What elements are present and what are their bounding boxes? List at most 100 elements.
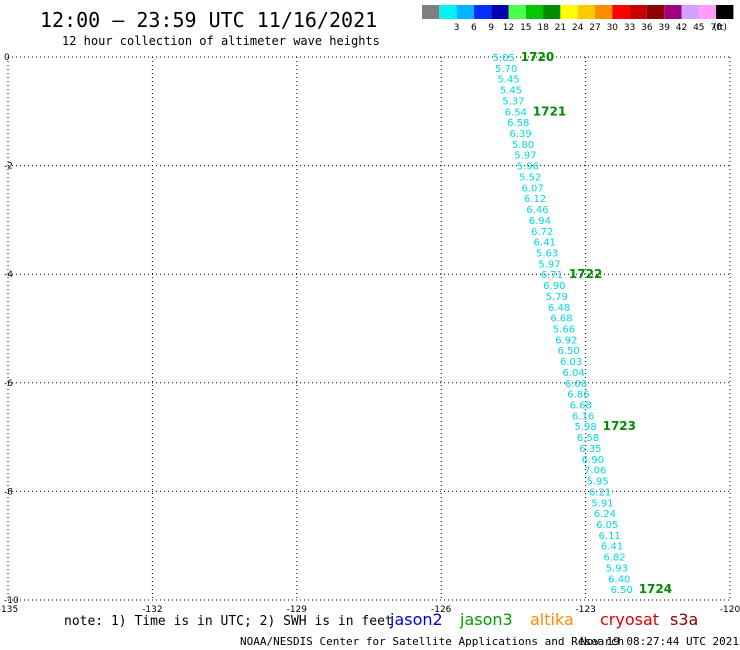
swh-point-label: 6.54: [505, 107, 527, 118]
swh-point-label: 6.72: [531, 227, 553, 238]
satellite-jason3: jason3: [459, 610, 513, 629]
legend-label: 21: [555, 23, 566, 33]
swh-point-label: 6.03: [560, 357, 582, 368]
swh-point-label: 5.79: [546, 292, 568, 303]
y-tick-label: -10: [4, 596, 19, 606]
legend-label: 27: [589, 23, 600, 33]
swh-observations: 5.055.705.455.455.376.546.586.395.805.97…: [493, 50, 672, 596]
legend-swatch: [629, 5, 647, 19]
swh-point-label: 6.94: [529, 216, 551, 227]
x-tick-label: -129: [287, 605, 308, 615]
swh-point-label: 6.82: [603, 553, 625, 564]
legend-swatch: [681, 5, 699, 19]
swh-point-label: 6.04: [562, 368, 584, 379]
chart-title: 12:00 – 23:59 UTC 11/16/2021: [40, 8, 377, 32]
swh-point-label: 6.21: [589, 487, 611, 498]
swh-point-label: 5.70: [495, 64, 517, 75]
swh-point-label: 6.48: [548, 303, 570, 314]
swh-point-label: 5.63: [536, 248, 558, 259]
time-label: 1724: [639, 582, 672, 596]
swh-point-label: 5.93: [606, 563, 628, 574]
lat-lon-grid: [7, 56, 731, 601]
swh-point-label: 5.80: [512, 140, 534, 151]
swh-point-label: 6.50: [558, 346, 580, 357]
time-label: 1721: [533, 104, 566, 118]
legend-swatch: [612, 5, 630, 19]
legend-label: 30: [607, 23, 619, 33]
satellite-jason2: jason2: [389, 610, 443, 629]
legend-label: 45: [693, 23, 704, 33]
x-tick-label: -120: [720, 605, 740, 615]
legend-swatch: [560, 5, 578, 19]
legend-swatch: [508, 5, 526, 19]
legend-label: 42: [676, 23, 687, 33]
swh-point-label: 6.46: [526, 205, 548, 216]
legend-label: 9: [488, 23, 494, 33]
swh-point-label: 6.39: [509, 129, 531, 140]
swh-point-label: 6.08: [565, 379, 587, 390]
legend-swatch: [473, 5, 492, 19]
time-label: 1722: [569, 267, 602, 281]
swh-point-label: 5.98: [574, 422, 596, 433]
swh-point-label: 6.35: [579, 444, 601, 455]
swh-point-label: 6.12: [524, 194, 546, 205]
swh-point-label: 6.68: [550, 314, 572, 325]
swh-point-label: 6.71: [541, 270, 563, 281]
x-tick-label: -126: [431, 605, 452, 615]
y-tick-label: -8: [4, 487, 13, 497]
swh-point-label: 6.05: [596, 520, 618, 531]
footer-note: note: 1) Time is in UTC; 2) SWH is in fe…: [64, 614, 393, 629]
legend-swatch: [664, 5, 682, 19]
swh-point-label: 5.97: [538, 259, 560, 270]
legend-swatch: [716, 5, 734, 19]
legend-swatch: [456, 5, 474, 19]
legend-swatch: [646, 5, 665, 19]
legend-label: 36: [641, 23, 653, 33]
legend-label: 18: [537, 23, 549, 33]
y-tick-label: -6: [4, 379, 13, 389]
swh-point-label: 6.58: [577, 433, 599, 444]
legend-label: 6: [471, 23, 477, 33]
legend-label: 24: [572, 23, 584, 33]
swh-point-label: 5.52: [519, 172, 541, 183]
chart-subtitle: 12 hour collection of altimeter wave hei…: [62, 34, 380, 48]
swh-point-label: 6.24: [594, 509, 616, 520]
legend-swatch: [595, 5, 613, 19]
swh-point-label: 5.95: [587, 477, 609, 488]
swh-point-label: 5.91: [591, 498, 613, 509]
swh-point-label: 5.97: [514, 151, 536, 162]
swh-point-label: 6.58: [507, 118, 529, 129]
satellite-cryosat: cryosat: [600, 610, 659, 629]
swh-point-label: 6.07: [522, 183, 544, 194]
x-tick-label: -123: [575, 605, 595, 615]
legend-label: 39: [658, 23, 670, 33]
swh-point-label: 5.05: [493, 53, 515, 64]
swh-point-label: 5.45: [500, 86, 522, 97]
y-tick-label: -4: [4, 270, 13, 280]
axis-tick-labels: -135 -132 -129 -126 -123 -120 0 -2 -4 -6 -8 -10: [0, 53, 740, 615]
swh-point-label: 6.40: [608, 574, 630, 585]
time-label: 1720: [521, 50, 554, 64]
legend-label: 70: [710, 23, 722, 33]
satellite-altika: altika: [530, 610, 574, 629]
swh-point-label: 5.37: [502, 96, 524, 107]
legend-swatch: [525, 5, 544, 19]
swh-point-label: 6.16: [572, 411, 594, 422]
legend-swatch: [698, 5, 717, 19]
legend-swatch: [422, 5, 440, 19]
swh-point-label: 6.11: [599, 531, 621, 542]
satellite-legend: jason2 jason3 altika cryosat s3a: [389, 610, 698, 629]
legend-label: 12: [503, 23, 514, 33]
legend-label: 3: [454, 23, 460, 33]
x-tick-label: -135: [0, 605, 18, 615]
y-tick-label: -2: [4, 162, 13, 172]
swh-point-label: 6.90: [582, 455, 604, 466]
swh-point-label: 5.66: [553, 325, 575, 336]
color-scale-legend: 3 6 9 12 15 18 21 24 27 30 33 36 39 42 45 70(ft): [422, 5, 734, 33]
legend-label: 33: [624, 23, 635, 33]
legend-swatch: [577, 5, 595, 19]
swh-point-label: 5.45: [497, 75, 519, 86]
swh-point-label: 6.92: [555, 335, 577, 346]
y-tick-label: 0: [4, 53, 10, 63]
